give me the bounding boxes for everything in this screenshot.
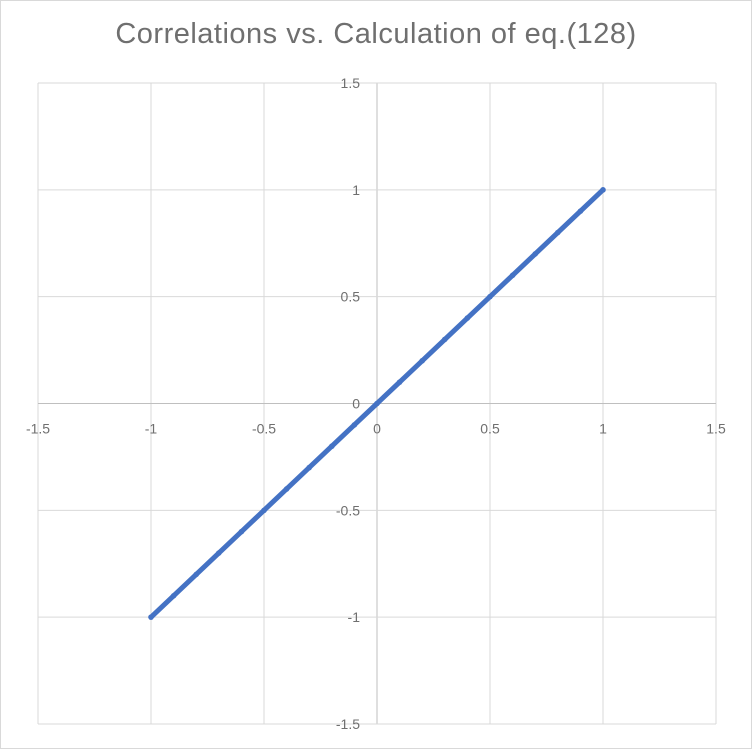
data-point [170, 593, 177, 599]
x-tick-label: -1 [145, 421, 158, 437]
data-point [193, 571, 199, 578]
y-tick-label: -1 [348, 609, 361, 625]
data-point [532, 251, 538, 257]
x-tick-label: 0 [373, 421, 381, 437]
data-series [148, 187, 606, 620]
data-point [555, 229, 561, 236]
y-tick-label: 0.5 [341, 289, 361, 305]
x-tick-label: 1 [599, 421, 607, 437]
data-point [600, 187, 606, 193]
y-tick-label: -1.5 [336, 716, 360, 732]
data-point [577, 208, 584, 214]
x-tick-label: -1.5 [26, 421, 50, 437]
x-tick-label: 1.5 [706, 421, 726, 437]
y-tick-label: 1.5 [341, 75, 361, 91]
x-tick-label: -0.5 [252, 421, 276, 437]
y-tick-label: -0.5 [336, 502, 360, 518]
data-point [509, 272, 516, 279]
data-point [487, 293, 493, 300]
data-point [464, 315, 471, 321]
data-point [216, 550, 222, 556]
y-tick-labels: -1.5 -1 -0.5 0 0.5 1 1.5 [336, 75, 360, 732]
data-point [261, 507, 267, 514]
data-point [374, 400, 380, 407]
data-point [419, 357, 426, 364]
data-point [329, 443, 335, 450]
x-tick-labels: -1.5 -1 -0.5 0 0.5 1 1.5 [26, 421, 726, 437]
data-point [238, 528, 245, 535]
data-point [306, 464, 313, 471]
y-tick-label: 0 [352, 396, 360, 412]
data-point [351, 422, 358, 428]
x-tick-label: 0.5 [480, 421, 500, 437]
data-point [148, 614, 154, 620]
chart-title: Correlations vs. Calculation of eq.(128) [115, 18, 637, 50]
data-point [396, 379, 403, 385]
data-point [442, 336, 448, 343]
y-tick-label: 1 [352, 182, 360, 198]
data-point [283, 486, 290, 492]
